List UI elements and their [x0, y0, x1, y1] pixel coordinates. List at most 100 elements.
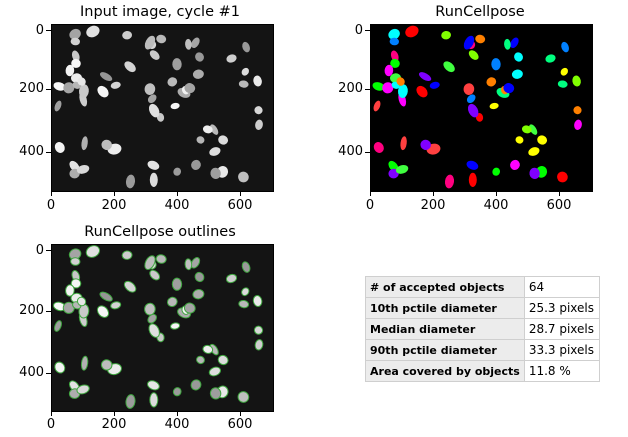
- nucleus: [196, 136, 205, 144]
- measurement-label: # of accepted objects: [365, 276, 525, 298]
- nucleus: [382, 82, 394, 94]
- nucleus: [123, 280, 137, 293]
- nucleus: [81, 136, 88, 151]
- nucleus: [149, 172, 158, 187]
- nucleus: [54, 361, 66, 374]
- nucleus: [148, 323, 160, 338]
- nucleus: [71, 50, 80, 62]
- nucleus: [463, 83, 475, 95]
- nucleus: [443, 61, 455, 73]
- nucleus: [195, 52, 204, 62]
- nucleus: [572, 75, 581, 87]
- nucleus: [242, 41, 250, 53]
- nucleus: [389, 37, 399, 46]
- x-tick-label: 0: [365, 198, 375, 213]
- nucleus: [511, 69, 523, 79]
- nucleus: [149, 50, 160, 60]
- x-tick-label: 200: [101, 417, 127, 432]
- nucleus: [156, 34, 167, 44]
- nucleus: [144, 35, 156, 50]
- nucleus: [191, 37, 200, 49]
- nucleus: [237, 391, 250, 403]
- nucleus: [76, 164, 90, 174]
- nucleus: [144, 83, 156, 95]
- nucleus: [217, 354, 229, 366]
- nucleus: [70, 278, 82, 289]
- measurement-value: 64: [523, 276, 600, 298]
- nucleus: [560, 67, 568, 76]
- nucleus: [192, 69, 204, 79]
- nucleus: [147, 160, 160, 170]
- nucleus: [557, 80, 568, 88]
- nucleus: [210, 167, 221, 179]
- nucleus: [253, 325, 264, 335]
- panel-title: RunCellpose outlines: [84, 224, 236, 240]
- nucleus: [557, 171, 568, 183]
- nucleus: [54, 100, 62, 112]
- nucleus: [69, 160, 80, 172]
- nucleus: [202, 125, 213, 134]
- nucleus: [226, 54, 237, 63]
- measurement-label: Median diameter: [365, 318, 525, 340]
- nucleus: [429, 81, 440, 89]
- nucleus: [144, 302, 156, 316]
- nucleus: [53, 82, 66, 91]
- nucleus: [155, 254, 167, 264]
- nucleus: [515, 136, 524, 144]
- nucleus: [241, 67, 249, 76]
- nucleus: [397, 84, 408, 98]
- nucleus: [172, 387, 182, 397]
- nucleus: [444, 174, 455, 189]
- y-tick-label: 200: [19, 81, 44, 96]
- nucleus: [69, 28, 81, 40]
- nucleus: [70, 257, 81, 266]
- nucleus: [190, 379, 202, 391]
- nucleus: [185, 38, 192, 50]
- nucleus: [521, 125, 532, 134]
- nucleus: [489, 102, 499, 110]
- nucleus: [125, 174, 136, 189]
- nucleus: [65, 284, 75, 297]
- measurement-value: 25.3 pixels: [523, 297, 600, 319]
- nucleus: [218, 135, 229, 145]
- nucleus: [147, 313, 157, 324]
- nucleus: [420, 139, 431, 151]
- y-tick-label: 0: [35, 23, 44, 38]
- nucleus: [396, 77, 405, 86]
- nucleus: [416, 85, 428, 98]
- input-image: [51, 24, 274, 192]
- measurement-row: Median diameter 28.7 pixels: [365, 318, 600, 340]
- nucleus: [196, 355, 205, 365]
- nucleus: [238, 80, 249, 88]
- nucleus: [166, 296, 178, 307]
- nucleus: [85, 245, 101, 258]
- nucleus: [144, 255, 156, 270]
- nucleus: [167, 77, 178, 87]
- x-tick-label: 600: [546, 198, 572, 213]
- nucleus: [545, 54, 556, 63]
- nucleus: [149, 269, 161, 281]
- mask-image: [370, 24, 593, 192]
- nucleus: [390, 50, 399, 62]
- nucleus: [514, 52, 523, 62]
- nucleus: [503, 83, 515, 94]
- nucleus: [475, 34, 486, 44]
- nucleus: [225, 273, 238, 284]
- nucleus: [77, 77, 86, 86]
- nucleus: [373, 100, 381, 112]
- nucleus: [194, 271, 205, 283]
- nucleus: [252, 295, 263, 307]
- nucleus: [147, 94, 157, 104]
- nucleus: [467, 103, 479, 118]
- nucleus: [529, 124, 538, 135]
- y-tick-label: 200: [19, 303, 44, 318]
- nucleus: [418, 72, 432, 82]
- nucleus: [209, 147, 221, 156]
- nucleus: [254, 106, 263, 115]
- y-tick-label: 400: [19, 365, 44, 380]
- nucleus: [86, 25, 100, 38]
- nucleus: [63, 82, 75, 94]
- nucleus: [492, 167, 501, 176]
- measurement-value: 11.8 %: [523, 360, 600, 382]
- panel-title: RunCellpose: [435, 4, 525, 20]
